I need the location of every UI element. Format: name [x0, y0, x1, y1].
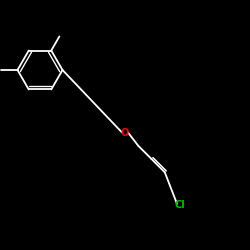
Text: Cl: Cl: [174, 200, 186, 210]
Text: O: O: [121, 128, 129, 138]
